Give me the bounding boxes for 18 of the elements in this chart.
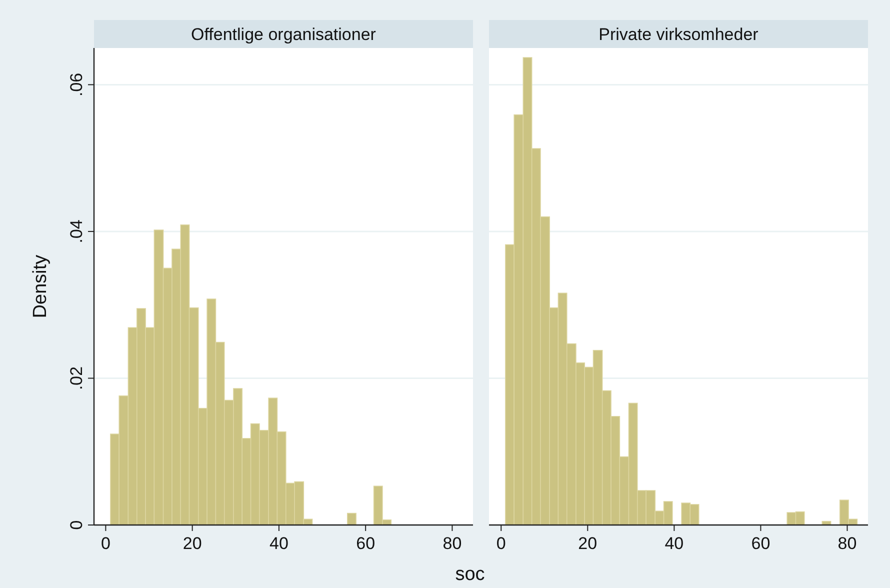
y-tick-label: .04 xyxy=(67,220,86,244)
y-tick-label: 0 xyxy=(67,520,86,530)
chart-title: Private virksomheder xyxy=(598,25,759,44)
x-tick-label: 60 xyxy=(356,534,376,553)
y-tick-label: .06 xyxy=(67,72,86,97)
x-axis-title: soc xyxy=(455,564,485,585)
chart-title: Offentlige organisationer xyxy=(191,25,376,44)
x-tick-label: 80 xyxy=(838,534,857,553)
x-tick-label: 60 xyxy=(751,534,770,553)
y-tick-label: .02 xyxy=(67,366,86,390)
x-tick-label: 0 xyxy=(100,534,110,553)
x-tick-label: 40 xyxy=(269,534,288,553)
x-tick-label: 0 xyxy=(496,534,506,553)
y-axis-title: Density xyxy=(30,254,51,318)
x-tick-label: 20 xyxy=(182,534,202,553)
x-tick-label: 20 xyxy=(578,534,598,553)
x-tick-label: 80 xyxy=(442,534,462,553)
x-tick-label: 40 xyxy=(664,534,684,553)
